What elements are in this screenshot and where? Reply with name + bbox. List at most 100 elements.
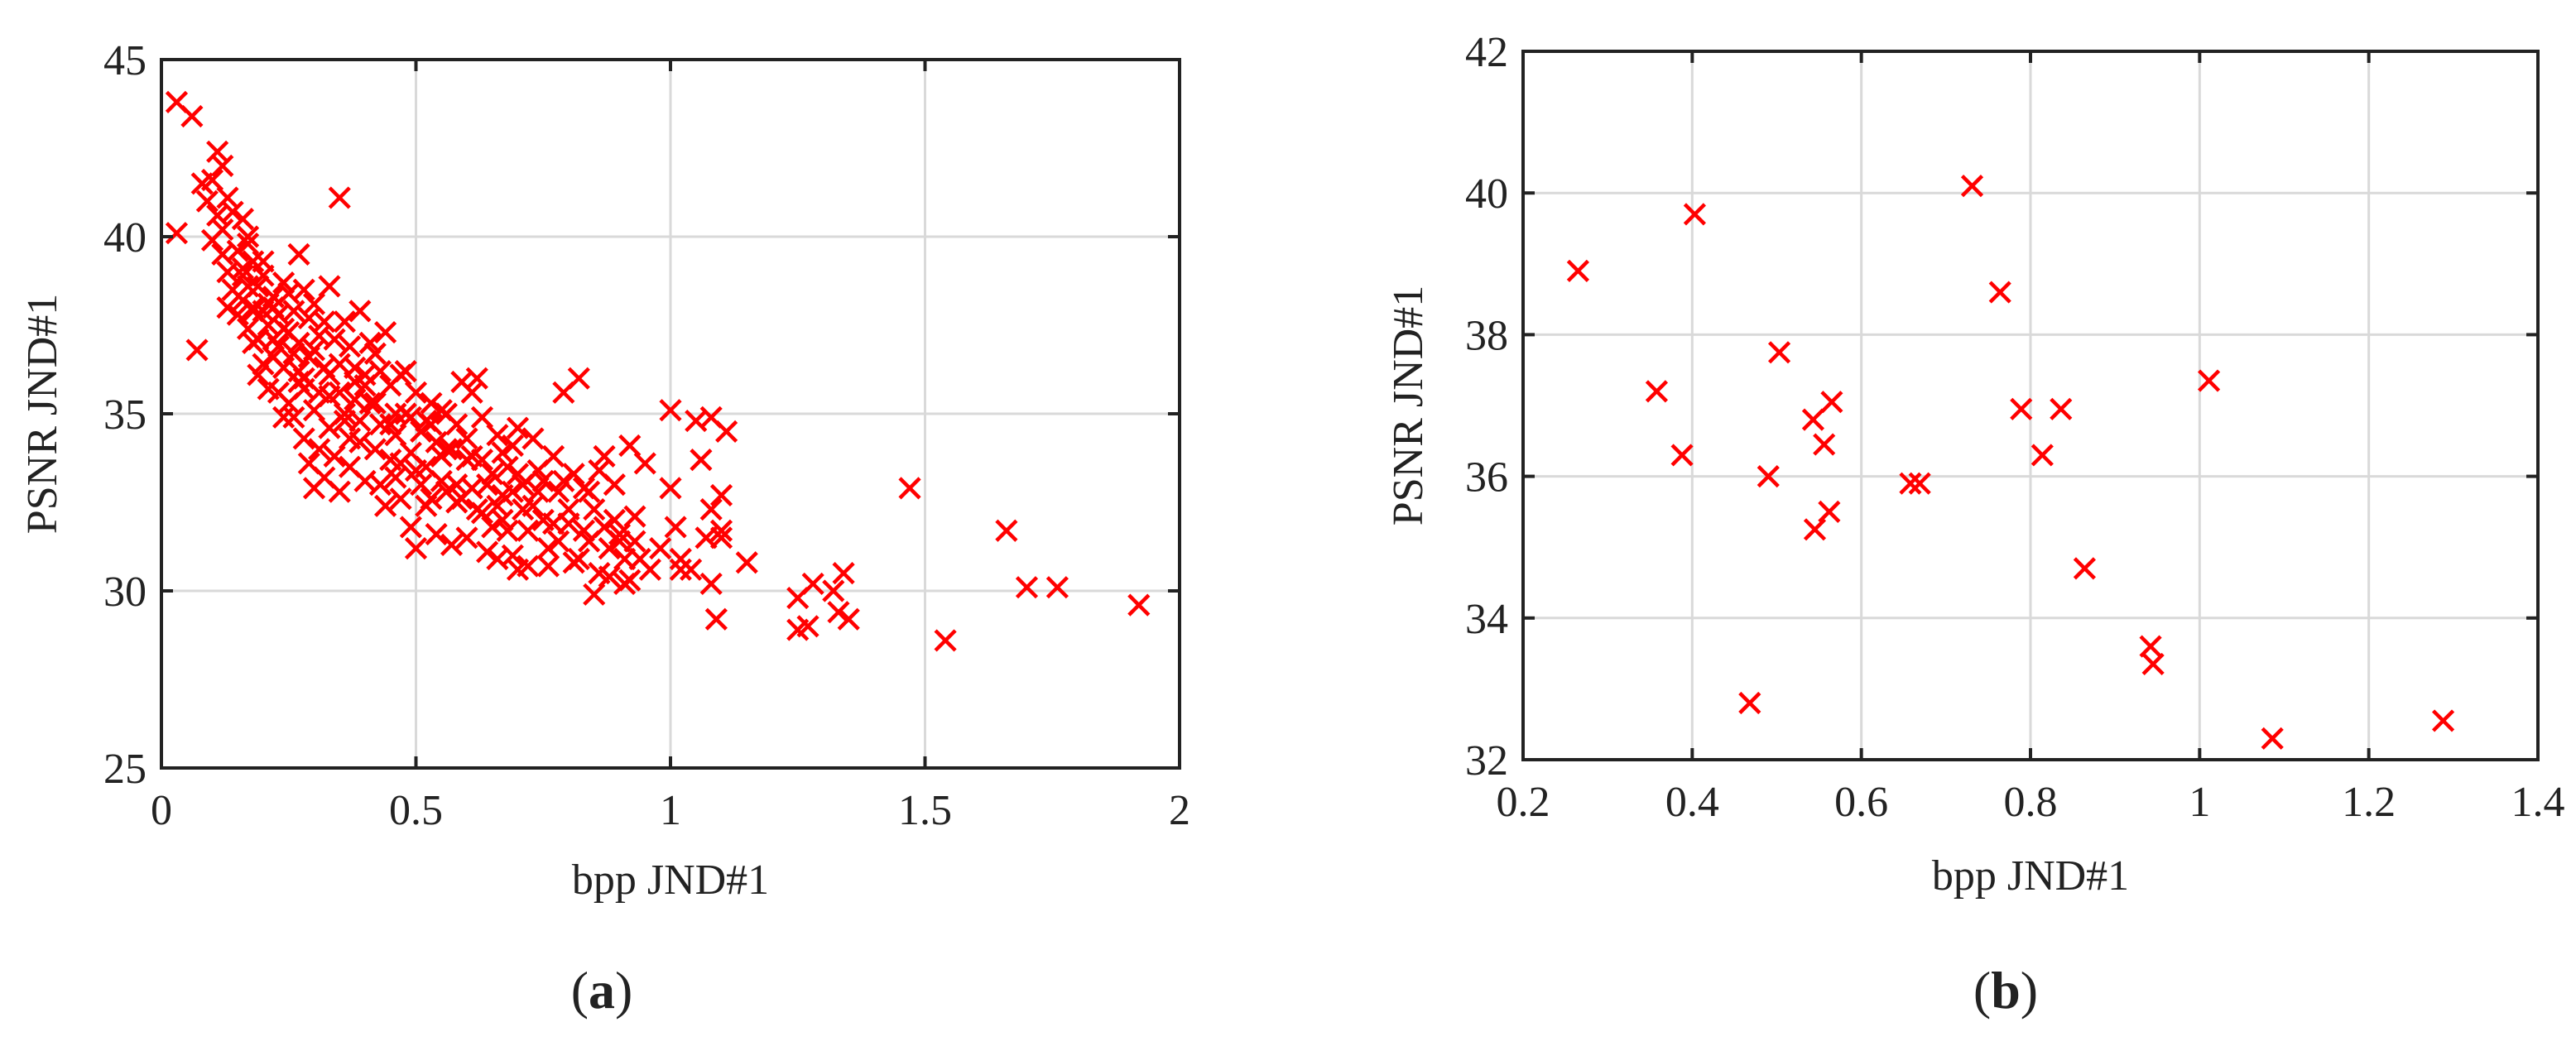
data-point-marker bbox=[247, 363, 270, 386]
data-point-marker bbox=[313, 310, 336, 334]
data-point-marker bbox=[1767, 341, 1791, 364]
data-point-marker bbox=[491, 508, 514, 531]
data-point-marker bbox=[613, 547, 637, 571]
data-point-marker bbox=[404, 537, 428, 560]
data-point-marker bbox=[470, 502, 494, 525]
data-point-marker bbox=[898, 477, 921, 500]
data-point-marker bbox=[536, 537, 560, 560]
data-point-marker bbox=[180, 104, 204, 128]
data-point-marker bbox=[704, 607, 728, 631]
data-point-marker bbox=[465, 367, 488, 390]
x-axis-label: bpp JND#1 bbox=[572, 857, 769, 904]
data-point-marker bbox=[410, 473, 433, 497]
data-point-marker bbox=[603, 508, 626, 531]
data-point-marker bbox=[2141, 652, 2165, 676]
data-point-marker bbox=[374, 494, 397, 517]
data-point-marker bbox=[455, 449, 478, 472]
data-point-marker bbox=[368, 413, 392, 436]
data-point-marker bbox=[195, 190, 219, 213]
data-point-marker bbox=[1818, 500, 1841, 523]
data-point-marker bbox=[384, 466, 407, 489]
panel-label: (b) bbox=[1973, 961, 2038, 1020]
data-point-marker bbox=[521, 427, 545, 450]
data-point-marker bbox=[358, 391, 382, 415]
data-point-marker bbox=[995, 519, 1018, 542]
data-point-marker bbox=[2197, 369, 2221, 392]
data-point-marker bbox=[404, 381, 428, 404]
x-axis-label: bpp JND#1 bbox=[1932, 852, 2129, 900]
y-tick-label: 36 bbox=[1465, 454, 1508, 502]
data-point-marker bbox=[822, 579, 845, 602]
data-point-marker bbox=[547, 530, 570, 553]
data-point-marker bbox=[394, 360, 417, 383]
data-point-marker bbox=[2431, 709, 2455, 732]
data-point-marker bbox=[2050, 397, 2073, 420]
data-point-marker bbox=[435, 438, 458, 461]
data-point-marker bbox=[200, 228, 224, 252]
data-point-marker bbox=[1670, 444, 1694, 467]
data-point-marker bbox=[1645, 380, 1669, 403]
data-point-marker bbox=[185, 338, 209, 362]
data-point-marker bbox=[318, 363, 341, 386]
data-point-marker bbox=[242, 331, 265, 354]
data-point-marker bbox=[328, 186, 351, 209]
data-point-marker bbox=[404, 458, 428, 482]
data-point-marker bbox=[541, 512, 565, 535]
data-point-marker bbox=[277, 281, 300, 305]
data-point-marker bbox=[445, 491, 469, 514]
data-point-marker bbox=[709, 519, 733, 542]
data-point-marker bbox=[282, 300, 305, 323]
data-point-marker bbox=[318, 275, 341, 298]
data-point-marker bbox=[318, 416, 341, 439]
data-point-marker bbox=[368, 360, 392, 383]
data-point-marker bbox=[242, 296, 265, 319]
data-point-marker bbox=[481, 516, 504, 539]
x-tick-label: 1.2 bbox=[2342, 779, 2396, 826]
data-point-marker bbox=[363, 438, 387, 461]
data-point-marker bbox=[358, 331, 382, 354]
data-point-marker bbox=[287, 242, 310, 266]
data-point-marker bbox=[231, 264, 254, 287]
data-point-marker bbox=[440, 533, 464, 556]
data-point-marker bbox=[302, 338, 326, 362]
y-tick-label: 32 bbox=[1465, 737, 1508, 785]
data-point-marker bbox=[389, 452, 412, 475]
panel-label: (a) bbox=[571, 961, 633, 1020]
y-tick-label: 40 bbox=[1465, 170, 1508, 218]
y-tick-label: 40 bbox=[103, 214, 147, 262]
data-point-marker bbox=[512, 473, 535, 497]
data-point-marker bbox=[2010, 397, 2033, 420]
data-point-marker bbox=[460, 381, 483, 404]
data-point-marker bbox=[541, 444, 565, 468]
data-point-marker bbox=[1801, 408, 1825, 431]
data-point-marker bbox=[1566, 259, 1590, 282]
x-tick-label: 0.6 bbox=[1834, 779, 1888, 826]
data-point-marker bbox=[699, 572, 723, 596]
data-point-marker bbox=[1820, 391, 1843, 414]
data-point-marker bbox=[333, 310, 356, 334]
data-point-marker bbox=[272, 406, 296, 429]
data-point-marker bbox=[588, 562, 611, 585]
data-point-marker bbox=[567, 367, 590, 390]
data-point-marker bbox=[348, 300, 372, 323]
data-point-marker bbox=[664, 516, 687, 539]
scatter-series bbox=[1566, 175, 2455, 750]
data-point-marker bbox=[531, 469, 555, 492]
x-tick-label: 0.8 bbox=[2004, 779, 2058, 826]
data-point-marker bbox=[2139, 635, 2162, 658]
data-point-marker bbox=[832, 562, 855, 585]
data-point-marker bbox=[287, 331, 310, 354]
data-point-marker bbox=[1988, 281, 2011, 304]
data-point-marker bbox=[1960, 175, 1984, 198]
data-point-marker bbox=[521, 494, 545, 517]
data-point-marker bbox=[455, 526, 478, 549]
data-point-marker bbox=[420, 487, 443, 511]
y-tick-label: 42 bbox=[1465, 29, 1508, 76]
data-point-marker bbox=[501, 544, 524, 567]
x-tick-label: 1 bbox=[660, 787, 681, 834]
data-point-marker bbox=[1813, 433, 1836, 456]
y-axis-label: PSNR JND#1 bbox=[1385, 286, 1432, 526]
data-point-marker bbox=[206, 140, 229, 163]
data-point-marker bbox=[603, 473, 626, 497]
